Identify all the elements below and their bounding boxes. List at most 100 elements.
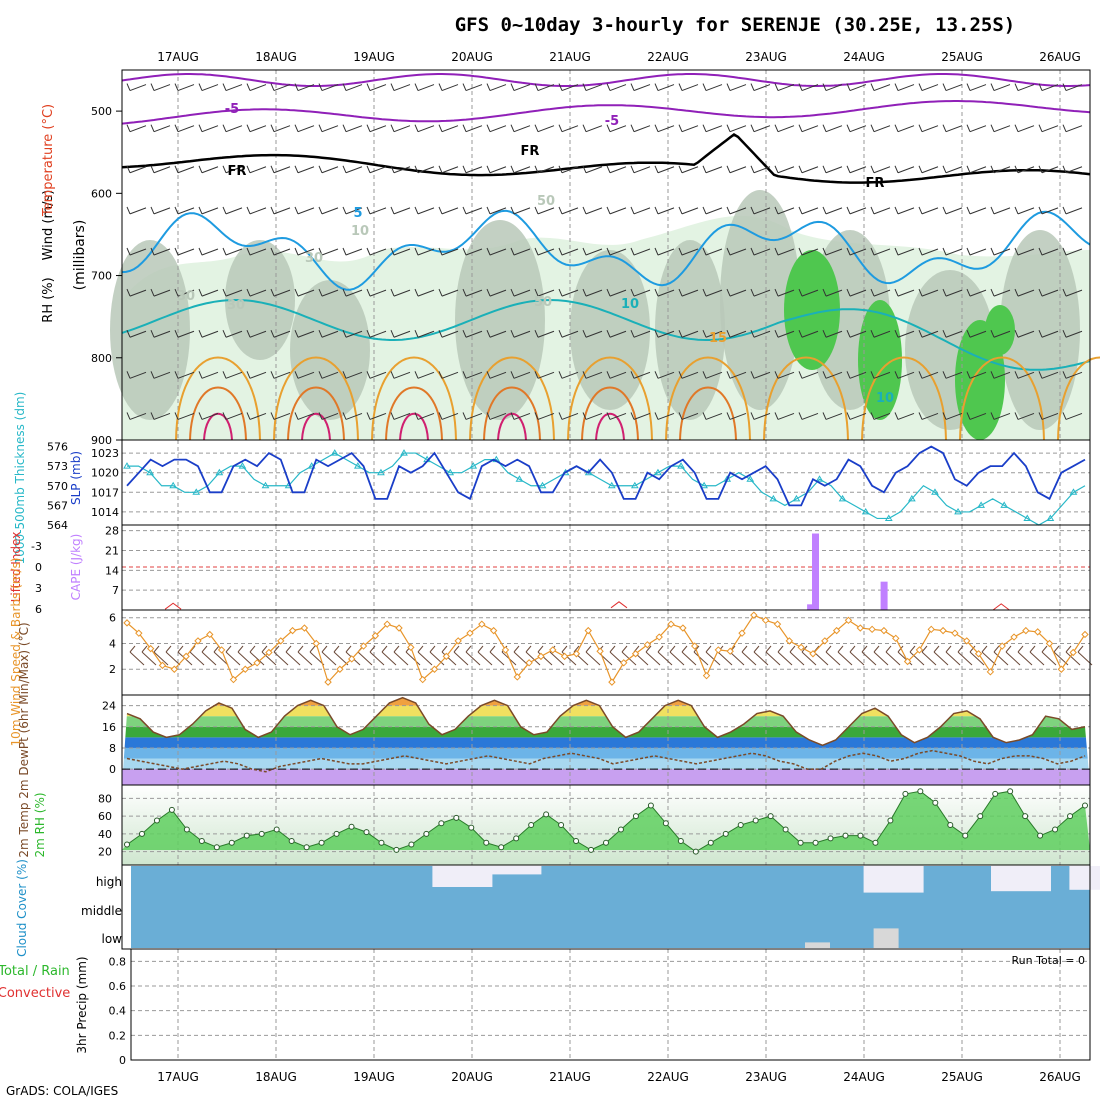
rh-point [468,824,475,831]
wind-barb [174,371,195,379]
surface-wind-barb [393,645,409,666]
precip-tick-label: 0.2 [109,1029,127,1042]
wind-barb [150,288,171,297]
wind-barb [438,412,459,420]
wind-barb [414,412,435,420]
rh-point [153,817,160,824]
wind-barb [798,288,819,297]
wind-speed-point [371,632,380,640]
wind-barb [942,124,963,133]
wind-speed-point [821,637,829,645]
contour-20 [385,386,443,441]
thickness-marker [654,468,662,476]
wind-barb [606,165,627,174]
rh-point [842,832,849,839]
surface-wind-barb [333,645,349,666]
wind-barb [966,330,987,338]
wind-barb [246,412,267,420]
temp-tick-label: 24 [102,700,116,713]
wind-barb [942,247,963,256]
wind-barb [1014,124,1035,133]
wind-barb [966,206,987,215]
rh-point [812,839,819,846]
wind-barb [246,83,267,92]
slp-tick-label: 1017 [91,486,119,499]
wind-barb [270,330,291,338]
date-label-bottom: 26AUG [1039,1070,1081,1084]
rh-tick-label: 40 [98,828,112,841]
wind-barb [174,288,195,297]
wind-barb [822,206,843,215]
surface-wind-barb [993,645,1009,666]
wind-barb [654,288,675,297]
wind-speed-point [312,639,320,648]
wind-barb [942,288,963,297]
wind-barb [174,165,195,174]
panel-axis-label: 3hr Precip (mm) [75,956,89,1053]
wind-barb [270,165,291,174]
wind-speed-point [868,625,876,634]
wind-barb [246,330,267,338]
wind-barb [270,83,291,92]
surface-wind-barb [849,645,865,666]
wind-barb [966,83,987,92]
wind-barb [222,124,243,133]
wind-barb [198,288,219,297]
wind-barb [222,330,243,338]
surface-wind-barb [201,645,217,666]
wind-barb [678,165,699,174]
surface-wind-barb [837,645,853,666]
wind-barb [366,288,387,297]
wind-tick-label: 2 [109,663,116,676]
wind-barb [966,288,987,297]
wind-barb [1014,206,1035,215]
wind-barb [510,206,531,215]
wind-barb [318,83,339,92]
wind-barb [918,206,939,215]
surface-wind-barb [321,645,337,666]
wind-barb [678,330,699,338]
slp-tick-label: 1014 [91,506,119,519]
date-label-bottom: 22AUG [647,1070,689,1084]
contour-15 [1057,356,1100,441]
wind-barb [702,371,723,379]
rh-point [483,839,490,846]
rh-point [408,841,415,848]
rh-point [797,839,804,846]
wind-speed-point [336,665,344,673]
wind-barb [990,165,1011,174]
wind-barb [150,83,171,92]
rh-point [707,839,714,846]
wind-barb [822,124,843,133]
wind-speed-point [702,671,711,680]
surface-wind-barb [681,645,697,666]
cape-tick-label: 21 [105,545,119,558]
contour-minus5 [121,100,1091,125]
wind-barb [630,371,651,379]
pressure-tick-label: 800 [91,352,112,365]
wind-barb [846,330,867,338]
wind-barb [750,124,771,133]
surface-wind-barb [1029,645,1045,666]
date-label-top: 23AUG [745,50,787,64]
wind-barb [678,124,699,133]
wind-barb [774,412,795,420]
wind-barb [438,330,459,338]
wind-barb [246,371,267,379]
wind-barb [1062,83,1083,92]
wind-barb [510,165,531,174]
wind-barb [510,371,531,379]
wind-barb [726,330,747,338]
wind-barb [726,206,747,215]
wind-barb [438,124,459,133]
wind-barb [582,83,603,92]
surface-wind-barb [225,645,241,666]
rh-point [902,790,909,797]
wind-barb [414,83,435,92]
wind-barb [582,288,603,297]
wind-barb [990,412,1011,420]
wind-barb [174,124,195,133]
wind-barb [126,288,147,297]
surface-wind-barb [945,645,961,666]
wind-barb [270,412,291,420]
